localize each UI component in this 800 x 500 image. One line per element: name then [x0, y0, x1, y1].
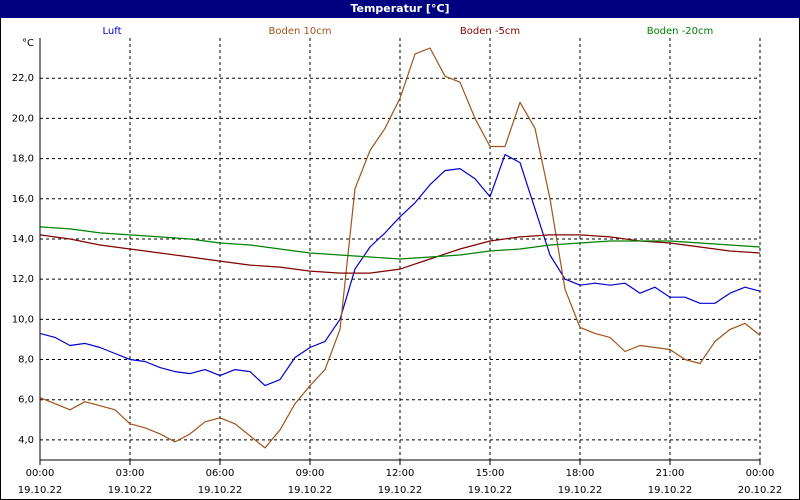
y-tick-label: 12,0: [12, 274, 34, 285]
series-layer: [39, 47, 761, 449]
y-tick-label: 16,0: [12, 194, 34, 205]
series-line-0: [39, 154, 761, 387]
x-tick-date: 19.10.22: [648, 485, 693, 496]
axis-layer: 4,0 6,0 8,0 10,0 12,0 14,0 16,0 18,0 20,0 22,0 °C 0…: [12, 38, 783, 496]
x-tick-time: 21:00: [656, 468, 685, 479]
x-tick-date: 19.10.22: [378, 485, 423, 496]
legend-entry-1: Boden 10cm: [269, 26, 332, 37]
x-tick-date: 20.10.22: [738, 485, 783, 496]
y-axis-unit: °C: [22, 38, 34, 49]
x-tick-date: 19.10.22: [18, 485, 63, 496]
x-tick-time: 15:00: [476, 468, 505, 479]
y-tick-label: 8,0: [18, 355, 34, 366]
x-tick-date: 19.10.22: [558, 485, 603, 496]
y-tick-label: 14,0: [12, 234, 34, 245]
chart-title: Temperatur [°C]: [0, 0, 800, 18]
x-tick-time: 12:00: [386, 468, 415, 479]
x-tick-time: 00:00: [26, 468, 55, 479]
x-tick-time: 03:00: [116, 468, 145, 479]
legend-entry-2: Boden -5cm: [460, 26, 520, 37]
y-tick-label: 20,0: [12, 113, 34, 124]
legend-entry-0: Luft: [103, 26, 122, 37]
y-tick-label: 22,0: [12, 73, 34, 84]
legend-layer: Luft Boden 10cm Boden -5cm Boden -20cm: [103, 26, 714, 37]
x-tick-time: 09:00: [296, 468, 325, 479]
y-tick-label: 18,0: [12, 154, 34, 165]
x-tick-time: 18:00: [566, 468, 595, 479]
x-tick-date: 19.10.22: [108, 485, 153, 496]
grid-layer: [39, 38, 761, 460]
legend-entry-3: Boden -20cm: [647, 26, 714, 37]
x-tick-date: 19.10.22: [288, 485, 333, 496]
series-line-3: [39, 226, 761, 260]
y-tick-label: 4,0: [18, 435, 34, 446]
x-tick-time: 00:00: [746, 468, 775, 479]
x-tick-date: 19.10.22: [198, 485, 243, 496]
y-tick-label: 6,0: [18, 395, 34, 406]
series-line-1: [39, 47, 761, 449]
x-tick-date: 19.10.22: [468, 485, 513, 496]
y-tick-label: 10,0: [12, 314, 34, 325]
x-tick-time: 06:00: [206, 468, 235, 479]
